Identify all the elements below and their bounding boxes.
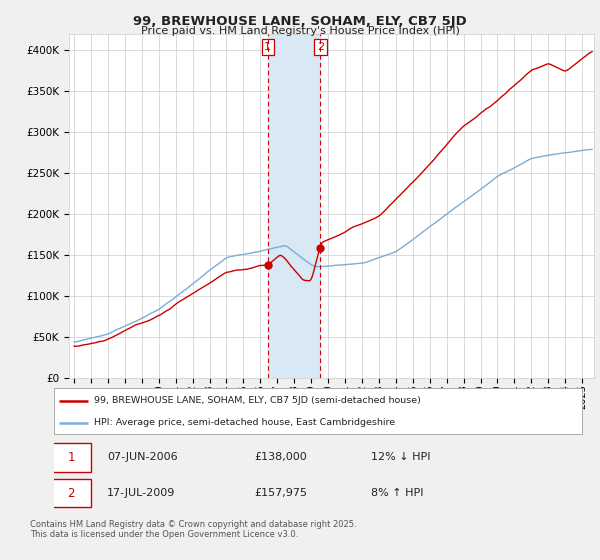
- Text: 8% ↑ HPI: 8% ↑ HPI: [371, 488, 424, 498]
- Text: Price paid vs. HM Land Registry's House Price Index (HPI): Price paid vs. HM Land Registry's House …: [140, 26, 460, 36]
- Text: 2: 2: [67, 487, 75, 500]
- Text: HPI: Average price, semi-detached house, East Cambridgeshire: HPI: Average price, semi-detached house,…: [94, 418, 395, 427]
- Text: Contains HM Land Registry data © Crown copyright and database right 2025.
This d: Contains HM Land Registry data © Crown c…: [30, 520, 356, 539]
- FancyBboxPatch shape: [52, 443, 91, 472]
- Text: 1: 1: [67, 451, 75, 464]
- Bar: [268, 34, 320, 378]
- Text: 07-JUN-2006: 07-JUN-2006: [107, 452, 178, 462]
- Text: £138,000: £138,000: [254, 452, 307, 462]
- Text: 2: 2: [317, 42, 324, 52]
- Text: 1: 1: [265, 42, 271, 52]
- Text: 99, BREWHOUSE LANE, SOHAM, ELY, CB7 5JD: 99, BREWHOUSE LANE, SOHAM, ELY, CB7 5JD: [133, 15, 467, 28]
- Text: £157,975: £157,975: [254, 488, 308, 498]
- Text: 12% ↓ HPI: 12% ↓ HPI: [371, 452, 430, 462]
- FancyBboxPatch shape: [52, 479, 91, 507]
- Text: 99, BREWHOUSE LANE, SOHAM, ELY, CB7 5JD (semi-detached house): 99, BREWHOUSE LANE, SOHAM, ELY, CB7 5JD …: [94, 396, 421, 405]
- Text: 17-JUL-2009: 17-JUL-2009: [107, 488, 175, 498]
